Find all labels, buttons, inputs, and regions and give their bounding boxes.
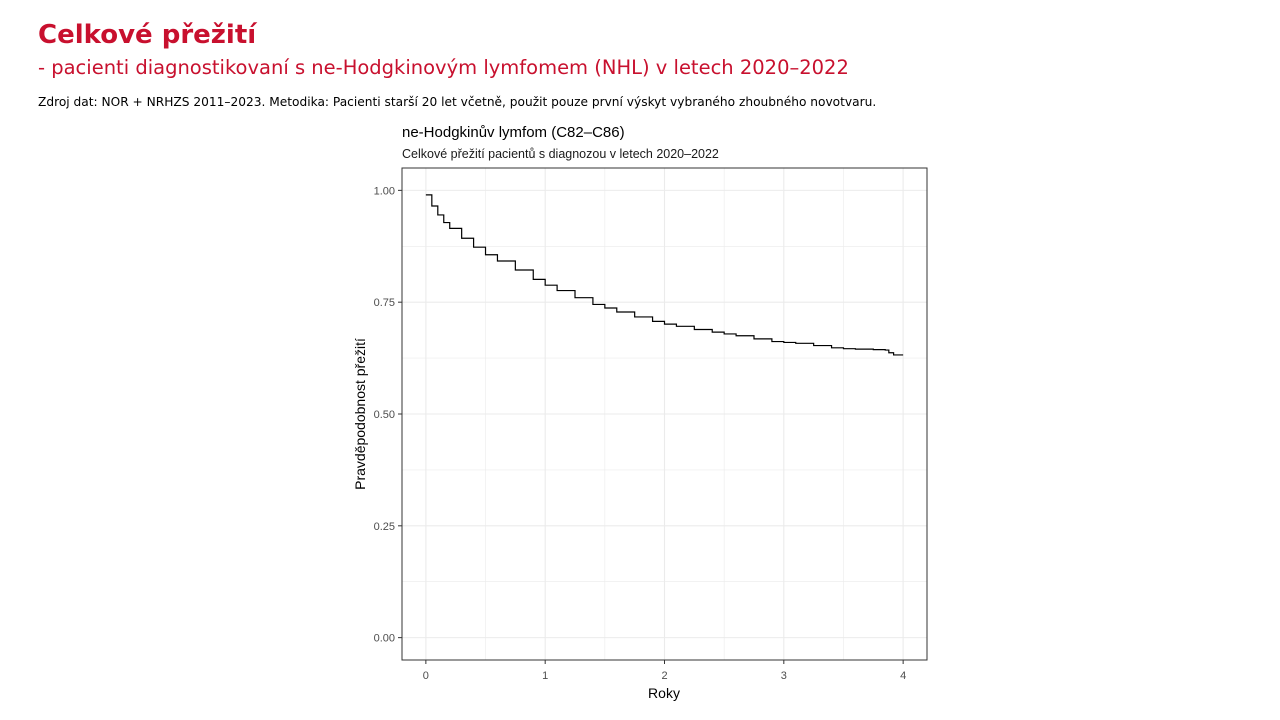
slide-title: Celkové přežití (38, 20, 257, 50)
y-tick-label: 0.75 (374, 297, 395, 309)
y-axis-ticks: 0.00 0.25 0.50 0.75 1.00 (374, 185, 402, 645)
x-tick-label: 1 (542, 670, 548, 682)
chart-title: ne-Hodgkinův lymfom (C82–C86) (402, 124, 625, 141)
survival-curve-line (425, 194, 904, 356)
grid-lines (402, 168, 927, 660)
survival-curve-layer (425, 194, 904, 356)
x-tick-label: 3 (781, 670, 787, 682)
y-axis-label: Pravděpodobnost přežití (352, 338, 368, 490)
y-tick-label: 1.00 (374, 185, 395, 197)
data-source-note: Zdroj dat: NOR + NRHZS 2011–2023. Metodi… (38, 95, 877, 109)
y-tick-label: 0.00 (374, 633, 395, 645)
slide-subtitle: - pacienti diagnostikovaní s ne-Hodgkino… (38, 56, 849, 79)
x-axis-ticks: 0 1 2 3 4 (423, 660, 906, 682)
chart-subtitle: Celkové přežití pacientů s diagnozou v l… (402, 147, 719, 161)
y-tick-label: 0.25 (374, 521, 395, 533)
x-tick-label: 4 (900, 670, 906, 682)
x-axis-label: Roky (648, 685, 680, 701)
y-tick-label: 0.50 (374, 409, 395, 421)
x-tick-label: 2 (661, 670, 667, 682)
x-tick-label: 0 (423, 670, 429, 682)
